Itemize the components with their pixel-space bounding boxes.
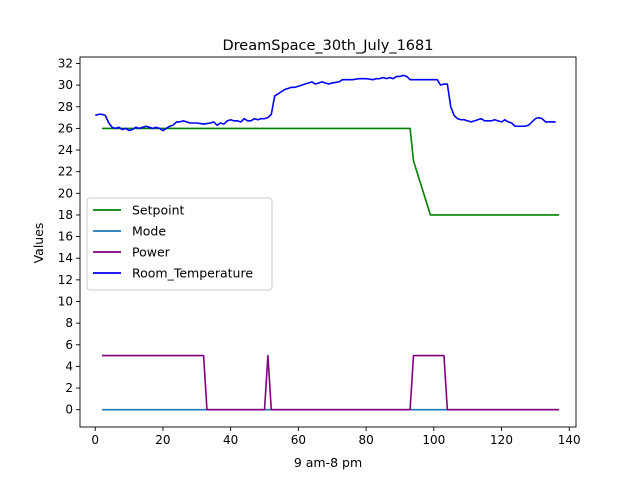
y-tick-label: 4 [65, 359, 73, 373]
series-line-setpoint [102, 127, 560, 216]
legend-label-room-temperature: Room_Temperature [132, 266, 253, 281]
y-tick-label: 14 [58, 251, 73, 265]
y-tick-label: 26 [58, 121, 73, 135]
y-tick-label: 24 [58, 143, 73, 157]
legend-label-mode: Mode [132, 224, 166, 239]
x-tick-label: 40 [223, 433, 238, 447]
y-tick-label: 6 [65, 338, 73, 352]
x-tick-label: 80 [358, 433, 373, 447]
series-line-power [102, 354, 560, 411]
y-tick-label: 28 [58, 100, 73, 114]
y-tick-label: 32 [58, 56, 73, 70]
x-tick-label: 100 [422, 433, 445, 447]
x-axis-label: 9 am-8 pm [294, 455, 362, 470]
axes: 0 20 40 60 80 100 120 1400246810121416182022242… [58, 56, 581, 447]
x-tick-label: 140 [558, 433, 581, 447]
chart-title: DreamSpace_30th_July_1681 [223, 38, 434, 54]
x-tick-label: 120 [490, 433, 513, 447]
y-tick-label: 22 [58, 165, 73, 179]
legend-label-power: Power [132, 245, 171, 260]
y-tick-label: 8 [65, 316, 73, 330]
legend-label-setpoint: Setpoint [132, 203, 185, 218]
y-tick-label: 30 [58, 78, 73, 92]
x-tick-label: 60 [291, 433, 306, 447]
y-tick-label: 16 [58, 230, 73, 244]
x-tick-label: 0 [91, 433, 99, 447]
legend: Setpoint Mode Power Room_Temperature [86, 197, 273, 291]
y-tick-label: 0 [65, 403, 73, 417]
series-line-room-temperature [94, 74, 556, 132]
y-tick-label: 10 [58, 295, 73, 309]
y-axis-label: Values [31, 223, 46, 264]
legend-box [86, 197, 273, 291]
y-tick-label: 12 [58, 273, 73, 287]
series-layer [94, 74, 560, 411]
plot-frame [79, 56, 577, 428]
y-tick-label: 20 [58, 186, 73, 200]
x-tick-label: 20 [155, 433, 170, 447]
y-tick-label: 2 [65, 381, 73, 395]
y-tick-label: 18 [58, 208, 73, 222]
